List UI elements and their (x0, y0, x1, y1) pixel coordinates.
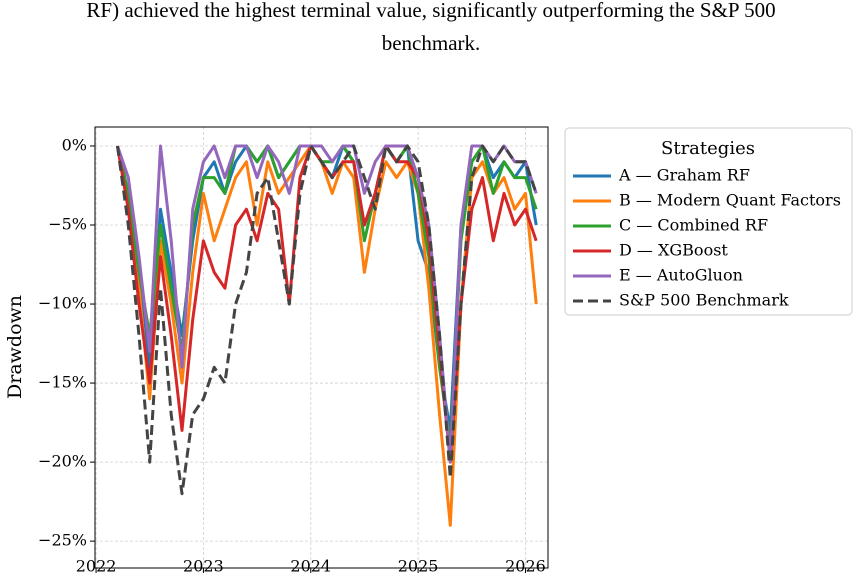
series-line (116, 144, 538, 496)
caption-line: RF) achieved the highest terminal value,… (86, 0, 775, 22)
series-line (116, 144, 538, 432)
legend-title: Strategies (661, 138, 755, 159)
legend-box (564, 127, 853, 316)
x-tick-label: 2025 (398, 557, 439, 576)
y-tick-label: −15% (38, 373, 87, 392)
series-line (116, 144, 538, 527)
y-tick-label: −10% (38, 294, 87, 313)
legend-label: C — Combined RF (619, 216, 768, 235)
x-tick-label: 2022 (76, 557, 117, 576)
legend-label: D — XGBoost (619, 241, 728, 260)
y-tick-label: −5% (48, 215, 87, 234)
legend-label: A — Graham RF (618, 166, 750, 185)
y-tick-label: −25% (38, 531, 87, 550)
y-tick-label: 0% (62, 135, 87, 154)
legend-label: B — Modern Quant Factors (619, 191, 841, 210)
legend-label: S&P 500 Benchmark (619, 291, 789, 310)
x-tick-label: 2023 (183, 557, 224, 576)
y-tick-label: −20% (38, 452, 87, 471)
x-tick-label: 2026 (505, 557, 546, 576)
x-tick-label: 2024 (290, 557, 331, 576)
y-axis-label: Drawdown (4, 295, 26, 399)
caption-line: benchmark. (382, 31, 481, 55)
plot-frame (94, 126, 549, 569)
legend-label: E — AutoGluon (619, 266, 743, 285)
series-line (116, 144, 538, 464)
series-line (116, 144, 538, 448)
